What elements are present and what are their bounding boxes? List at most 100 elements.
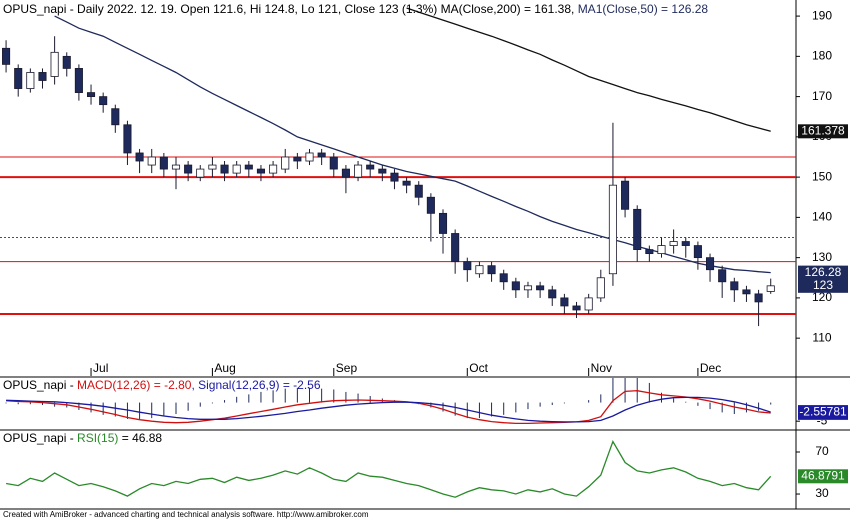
title-part: , Signal(12,26,9) = -2.56 bbox=[191, 378, 320, 392]
indicator-line bbox=[5, 439, 772, 498]
x-tick-label: Jul bbox=[93, 361, 108, 375]
candle-body bbox=[426, 196, 435, 214]
candle-body bbox=[366, 164, 375, 170]
candle-body bbox=[705, 257, 715, 271]
y-tick-label: -5 bbox=[817, 413, 828, 427]
candle-body bbox=[184, 164, 193, 174]
candle-body bbox=[463, 261, 472, 271]
title-part: OPUS_napi - Daily 2022. 12. 19. Open 121… bbox=[3, 2, 578, 16]
indicator-line bbox=[406, 7, 771, 132]
candle-body bbox=[341, 168, 350, 178]
candle-body bbox=[208, 164, 217, 170]
candle-body bbox=[572, 305, 581, 311]
y-tick-label: 180 bbox=[812, 49, 832, 63]
last-value-box bbox=[798, 405, 848, 420]
last-value-label: 46.8791 bbox=[801, 468, 845, 482]
y-tick-label: 120 bbox=[812, 290, 832, 304]
candle-body bbox=[596, 277, 605, 299]
panel bbox=[5, 439, 772, 498]
y-tick-label: 140 bbox=[812, 210, 832, 224]
candle-body bbox=[2, 47, 11, 65]
candle-body bbox=[147, 156, 156, 166]
title-part: = 46.88 bbox=[118, 431, 162, 445]
last-value-label: 161.378 bbox=[801, 123, 845, 137]
candle-body bbox=[123, 124, 132, 154]
candle-body bbox=[281, 156, 290, 170]
candle-body bbox=[220, 164, 229, 174]
x-tick-label: Nov bbox=[591, 361, 612, 375]
last-value-box bbox=[798, 124, 848, 139]
candle-body bbox=[26, 72, 35, 89]
indicator-line bbox=[6, 390, 771, 425]
candle-body bbox=[645, 249, 654, 255]
candle-body bbox=[390, 172, 399, 182]
candle-body bbox=[256, 168, 265, 174]
candle-body bbox=[232, 164, 241, 174]
x-tick-label: Sep bbox=[336, 361, 358, 375]
footer: Created with AmiBroker - advanced charti… bbox=[3, 510, 369, 519]
candle-body bbox=[475, 265, 484, 275]
candle-body bbox=[669, 241, 678, 246]
panel-title: OPUS_napi - MACD(12,26) = -2.80, Signal(… bbox=[3, 378, 321, 392]
last-value-box bbox=[798, 469, 848, 484]
candle-body bbox=[681, 241, 690, 246]
candle-body bbox=[354, 164, 363, 178]
panel-title: OPUS_napi - RSI(15) = 46.88 bbox=[3, 431, 162, 445]
candle-body bbox=[487, 265, 496, 275]
candle-body bbox=[62, 55, 71, 69]
last-value-label: 123 bbox=[813, 278, 833, 292]
candle-body bbox=[86, 92, 96, 98]
panel-title: OPUS_napi - Daily 2022. 12. 19. Open 121… bbox=[3, 2, 708, 16]
indicator-line bbox=[6, 396, 771, 423]
x-tick-label: Dec bbox=[700, 361, 721, 375]
y-tick-label: 130 bbox=[812, 250, 832, 264]
candle-body bbox=[269, 164, 278, 174]
last-value-box bbox=[798, 278, 848, 293]
candle-body bbox=[244, 164, 253, 170]
panel bbox=[5, 378, 772, 425]
candle-body bbox=[99, 96, 108, 106]
candle-body bbox=[14, 68, 23, 89]
candle-body bbox=[523, 285, 533, 291]
candle-body bbox=[402, 180, 411, 186]
candle-body bbox=[414, 184, 423, 198]
candle-body bbox=[50, 51, 59, 77]
title-part: MACD(12,26) = -2.80 bbox=[77, 378, 192, 392]
candle-body bbox=[548, 289, 557, 299]
candle-body bbox=[718, 269, 727, 283]
title-part: RSI(15) bbox=[77, 431, 118, 445]
candle-body bbox=[754, 293, 763, 303]
candle-body bbox=[293, 156, 302, 162]
title-part: OPUS_napi - bbox=[3, 378, 77, 392]
candle-body bbox=[451, 233, 460, 263]
candle-body bbox=[536, 285, 545, 291]
y-tick-label: 150 bbox=[812, 169, 832, 183]
candle-body bbox=[499, 273, 508, 283]
candle-body bbox=[633, 208, 642, 250]
candle-body bbox=[135, 152, 144, 162]
y-tick-label: 70 bbox=[815, 444, 829, 458]
y-tick-label: 190 bbox=[812, 8, 832, 22]
panel bbox=[0, 7, 796, 327]
candle-body bbox=[317, 152, 326, 158]
candle-body bbox=[766, 285, 775, 292]
y-tick-label: 30 bbox=[815, 486, 829, 500]
candle-body bbox=[378, 168, 387, 174]
candle-body bbox=[584, 297, 593, 311]
title-part: MA1(Close,50) = 126.28 bbox=[578, 2, 709, 16]
candle-body bbox=[621, 180, 630, 210]
candle-body bbox=[159, 156, 168, 170]
candle-body bbox=[74, 68, 83, 93]
candle-body bbox=[608, 184, 617, 275]
x-tick-label: Oct bbox=[469, 361, 488, 375]
x-tick-label: Aug bbox=[214, 361, 235, 375]
candle-body bbox=[305, 152, 314, 162]
candle-body bbox=[511, 281, 520, 291]
last-value-label: -2.55781 bbox=[799, 404, 847, 418]
y-tick-label: 170 bbox=[812, 89, 832, 103]
candle-body bbox=[196, 168, 205, 178]
last-value-label: 126.28 bbox=[805, 265, 842, 279]
y-tick-label: 110 bbox=[812, 330, 831, 344]
candle-body bbox=[560, 297, 569, 307]
